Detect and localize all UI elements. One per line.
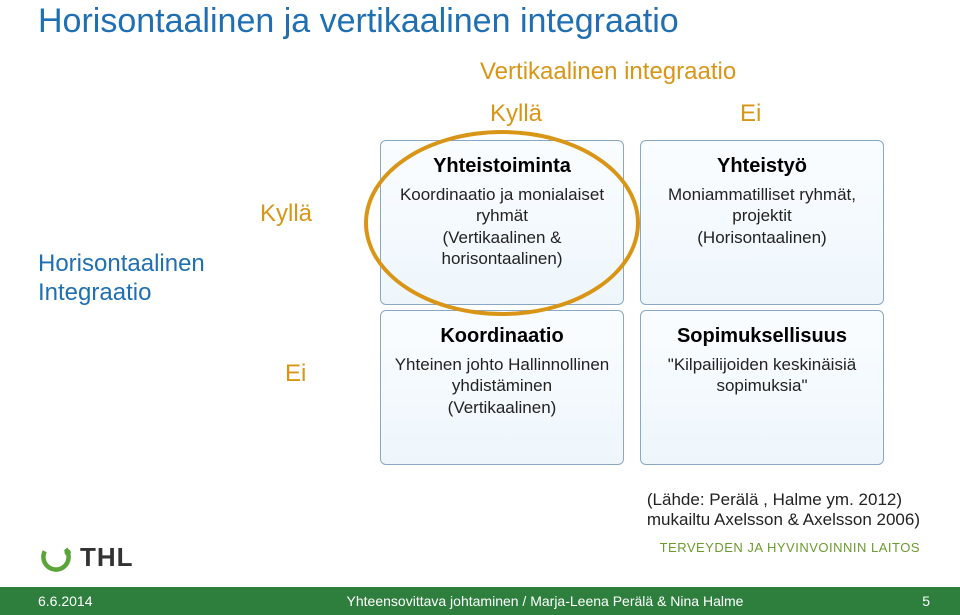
source-line1: (Lähde: Perälä , Halme ym. 2012) [647, 490, 902, 509]
cell-line1: Koordinaatio ja monialaiset ryhmät [391, 184, 613, 227]
cell-head: Sopimuksellisuus [651, 325, 873, 348]
cell-head: Koordinaatio [391, 325, 613, 348]
thl-logo: THL [38, 539, 134, 575]
cell-line2: (Horisontaalinen) [651, 227, 873, 248]
footer-page: 5 [900, 593, 960, 609]
footer-date: 6.6.2014 [0, 593, 190, 609]
column-header-no: Ei [740, 100, 761, 128]
matrix-cell-top-right: Yhteistyö Moniammatilliset ryhmät, proje… [640, 140, 884, 305]
horizontal-axis-label: Horisontaalinen Integraatio [38, 250, 205, 308]
row-header-no: Ei [285, 360, 306, 388]
footer-bar: 6.6.2014 Yhteensovittava johtaminen / Ma… [0, 587, 960, 615]
cell-line1: Yhteinen johto Hallinnollinen yhdistämin… [391, 354, 613, 397]
source-line2: mukailtu Axelsson & Axelsson 2006) [647, 510, 920, 529]
cell-head: Yhteistyö [651, 155, 873, 178]
organization-line: TERVEYDEN JA HYVINVOINNIN LAITOS [660, 540, 920, 555]
cell-line2: (Vertikaalinen) [391, 397, 613, 418]
row-header-yes: Kyllä [260, 200, 312, 228]
thl-logo-icon [38, 539, 74, 575]
cell-head: Yhteistoiminta [391, 155, 613, 178]
horizontal-axis-label-line1: Horisontaalinen [38, 250, 205, 277]
vertical-axis-label: Vertikaalinen integraatio [480, 58, 736, 86]
source-citation: (Lähde: Perälä , Halme ym. 2012) mukailt… [647, 490, 920, 530]
cell-line2: (Vertikaalinen & horisontaalinen) [391, 227, 613, 270]
cell-line1: "Kilpailijoiden keskinäisiä sopimuksia" [651, 354, 873, 397]
thl-logo-text: THL [80, 542, 134, 573]
cell-line1: Moniammatilliset ryhmät, projektit [651, 184, 873, 227]
page-title: Horisontaalinen ja vertikaalinen integra… [38, 2, 679, 41]
horizontal-axis-label-line2: Integraatio [38, 279, 151, 306]
column-header-yes: Kyllä [490, 100, 542, 128]
matrix-cell-bottom-left: Koordinaatio Yhteinen johto Hallinnollin… [380, 310, 624, 465]
footer-mid: Yhteensovittava johtaminen / Marja-Leena… [190, 593, 900, 609]
matrix-cell-top-left: Yhteistoiminta Koordinaatio ja monialais… [380, 140, 624, 305]
matrix-cell-bottom-right: Sopimuksellisuus "Kilpailijoiden keskinä… [640, 310, 884, 465]
